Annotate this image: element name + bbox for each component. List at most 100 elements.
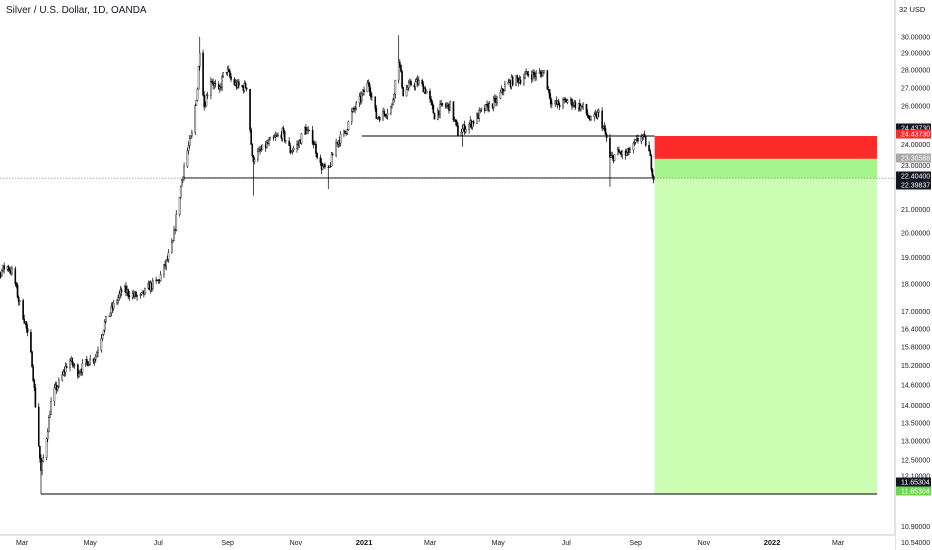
y-tick-label: 12.50000 xyxy=(901,458,930,465)
candle-body xyxy=(30,332,32,353)
y-tick-label: 15.80000 xyxy=(901,344,930,351)
x-tick-label: Mar xyxy=(424,540,437,547)
candle-body xyxy=(290,151,293,153)
candle-body xyxy=(363,89,365,93)
candle-body xyxy=(485,104,487,111)
candle-body xyxy=(516,75,518,79)
candle-body xyxy=(383,111,385,115)
position-zones xyxy=(654,136,878,495)
price-tag xyxy=(896,123,931,133)
candle-body xyxy=(557,100,560,106)
candle-body xyxy=(382,111,384,121)
candle-body xyxy=(241,85,244,87)
candle-body xyxy=(233,79,236,86)
candle-body xyxy=(457,125,459,136)
candle-body xyxy=(511,76,514,86)
candle-body xyxy=(546,70,549,90)
candle-body xyxy=(562,99,564,107)
candle-body xyxy=(229,70,231,77)
candle-body xyxy=(406,87,409,90)
candle-body xyxy=(178,197,181,215)
price-tag-label: 22.39837 xyxy=(901,183,930,190)
candle-body xyxy=(108,315,110,317)
price-tag xyxy=(896,129,931,139)
candle-body xyxy=(8,269,11,272)
candle-body xyxy=(45,438,48,458)
candle-body xyxy=(532,71,534,80)
candle-body xyxy=(18,300,21,302)
candle-body xyxy=(479,109,482,111)
candle-body xyxy=(26,328,29,333)
candle-body xyxy=(461,128,464,133)
x-tick-label: Sep xyxy=(221,540,234,547)
candle-body xyxy=(109,312,112,317)
candle-body xyxy=(590,116,592,121)
candle-body xyxy=(165,259,167,267)
candle-body xyxy=(97,349,99,354)
candle-body xyxy=(311,130,314,144)
candle-body xyxy=(42,457,45,462)
candle-body xyxy=(100,338,103,351)
candle-body xyxy=(136,295,138,297)
candle-body xyxy=(543,70,545,73)
candle-body xyxy=(289,145,292,153)
candle-body xyxy=(14,268,17,284)
candle-body xyxy=(643,134,646,137)
candle-body xyxy=(103,321,106,331)
candle-body xyxy=(437,110,439,120)
candle-body xyxy=(431,101,434,106)
candle-body xyxy=(93,359,96,362)
price-axis[interactable]: 30.00000 29.00000 28.00000 27.00000 26.00000… xyxy=(894,0,932,550)
candle-body xyxy=(135,292,137,297)
candle-body xyxy=(321,165,324,170)
candle-body xyxy=(120,289,123,293)
y-tick-label: 12.10000 xyxy=(901,473,930,480)
candle-body xyxy=(634,139,637,143)
candle-body xyxy=(88,364,90,367)
y-tick-label: 21.00000 xyxy=(901,207,930,214)
candle-body xyxy=(50,401,52,415)
candle-body xyxy=(355,102,358,109)
candle-body xyxy=(48,417,50,433)
axis-top-value: 32 xyxy=(899,5,908,14)
y-tick-label: 26.00000 xyxy=(901,104,930,111)
candle-body xyxy=(81,363,84,373)
candle-body xyxy=(385,115,388,117)
candle-body xyxy=(16,284,19,298)
candle-body xyxy=(253,159,256,162)
candle-body xyxy=(41,461,43,471)
candle-body xyxy=(173,229,175,241)
candle-body xyxy=(397,61,400,81)
candle-body xyxy=(238,81,240,86)
candle-body xyxy=(572,105,574,107)
y-tick-label: 10.90000 xyxy=(901,524,930,531)
candle-body xyxy=(515,75,517,86)
time-axis[interactable]: Mar May Jul Sep Nov 2021 Mar May Jul Sep Nov 2022 Ma… xyxy=(0,534,895,550)
candle-body xyxy=(464,129,467,133)
candle-body xyxy=(433,112,436,120)
candle-body xyxy=(174,229,176,231)
candle-body xyxy=(281,128,284,139)
candle-body xyxy=(204,105,207,108)
candle-body xyxy=(62,370,65,376)
candle-body xyxy=(346,129,349,134)
x-tick-label: Jul xyxy=(154,540,163,547)
candle-body xyxy=(650,155,653,170)
candle-body xyxy=(463,124,466,133)
price-tag xyxy=(896,486,931,496)
candle-body xyxy=(73,364,76,366)
candle-body xyxy=(179,186,182,198)
candle-body xyxy=(566,100,569,103)
candle-body xyxy=(460,132,463,136)
candle-body xyxy=(390,106,392,114)
candle-body xyxy=(87,361,89,367)
candle-body xyxy=(405,89,408,97)
y-tick-label: 28.00000 xyxy=(901,68,930,75)
candle-body xyxy=(268,139,270,144)
entry-band xyxy=(654,158,878,179)
candle-body xyxy=(527,74,530,76)
candle-body xyxy=(65,366,68,368)
candle-body xyxy=(78,373,80,377)
candle-body xyxy=(502,90,505,92)
